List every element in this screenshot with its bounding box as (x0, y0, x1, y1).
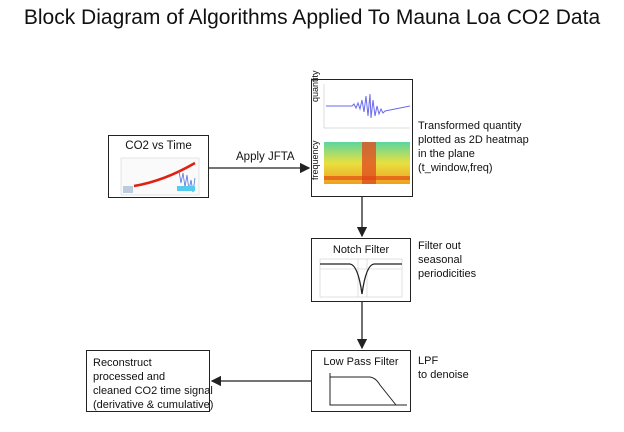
note-line: periodicities (418, 268, 477, 280)
note-line: (t_window,freq) (418, 162, 493, 174)
notch-filter-block: Notch Filter (311, 238, 411, 302)
reconstruct-line: (derivative & cumulative) (93, 399, 214, 411)
notch-response-icon (319, 258, 403, 298)
co2-vs-time-block: CO2 vs Time (108, 135, 209, 198)
note-line: Transformed quantity (418, 120, 522, 132)
low-pass-filter-block: Low Pass Filter (311, 350, 411, 412)
reconstruct-block: Reconstruct processed and cleaned CO2 ti… (86, 350, 214, 412)
note-line: to denoise (418, 369, 469, 381)
reconstruct-line: processed and (93, 371, 166, 383)
reconstruct-line: Reconstruct (93, 357, 152, 369)
reconstruct-line: cleaned CO2 time signal (93, 385, 213, 397)
co2-block-title: CO2 vs Time (125, 140, 192, 152)
note-line: in the plane (418, 148, 475, 160)
co2-thumbnail-plot (120, 157, 200, 196)
jfta-plots (323, 84, 411, 184)
note-line: seasonal (418, 254, 463, 266)
notch-note: Filter out seasonal periodicities (418, 239, 476, 281)
note-line: Filter out (418, 240, 461, 252)
lpf-response-icon (329, 373, 407, 406)
notch-block-title: Notch Filter (332, 244, 390, 256)
quantity-axis-label: quantity (310, 70, 320, 102)
diagram-title: Block Diagram of Algorithms Applied To M… (23, 6, 601, 29)
edge-label-apply-jfta: Apply JFTA (236, 151, 295, 163)
note-line: LPF (418, 355, 439, 367)
jfta-block: quantity frequency (310, 70, 413, 197)
frequency-axis-label: frequency (310, 140, 320, 180)
lpf-note: LPF to denoise (418, 354, 469, 382)
lpf-block-title: Low Pass Filter (323, 356, 399, 368)
jfta-note: Transformed quantity plotted as 2D heatm… (418, 119, 529, 175)
note-line: plotted as 2D heatmap (418, 134, 529, 146)
